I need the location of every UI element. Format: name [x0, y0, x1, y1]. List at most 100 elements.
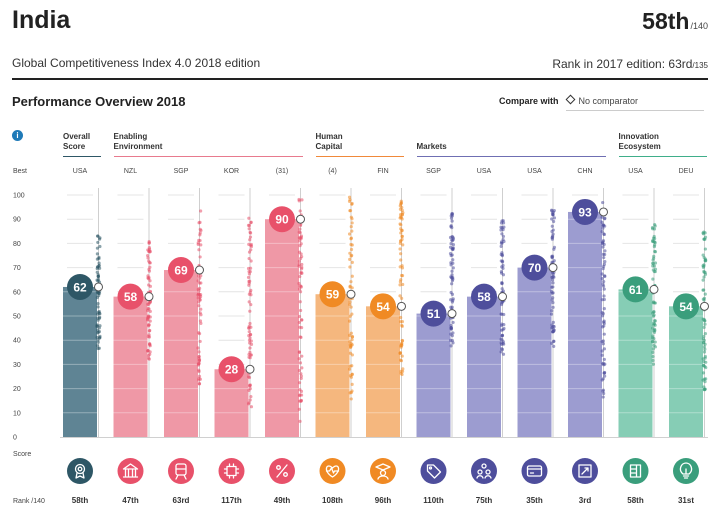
y-tick-label: 70	[13, 265, 21, 272]
distribution-dot	[199, 209, 203, 213]
distribution-dot	[451, 320, 455, 325]
distribution-dot	[199, 243, 203, 247]
distribution-dot	[601, 200, 605, 205]
distribution-dot	[551, 274, 555, 279]
score-bubble	[370, 293, 396, 320]
group-label: Human Capital	[315, 132, 343, 151]
compare-selector[interactable]: Compare with No comparator	[499, 94, 639, 106]
score-value: 58	[477, 290, 491, 304]
distribution-dot	[450, 226, 454, 230]
distribution-dot	[297, 320, 301, 325]
score-bar	[517, 267, 552, 437]
distribution-dot	[248, 383, 252, 387]
distribution-dot	[551, 320, 555, 324]
country-marker	[245, 364, 255, 374]
distribution-dot	[249, 242, 253, 247]
distribution-dot	[602, 232, 606, 236]
score-bar	[265, 219, 299, 437]
distribution-dot	[147, 300, 151, 304]
distribution-dot	[247, 292, 251, 296]
icon-glyph	[283, 472, 288, 477]
distribution-dot	[451, 247, 455, 252]
icon-glyph	[581, 467, 589, 475]
distribution-dot	[451, 235, 455, 239]
distribution-dot	[702, 385, 706, 389]
country-marker	[498, 292, 507, 302]
distribution-dot	[300, 318, 304, 322]
distribution-dot	[95, 295, 99, 300]
icon-glyph	[476, 475, 492, 479]
group-rule	[113, 156, 303, 157]
country-name: India	[12, 6, 71, 34]
distribution-dot	[702, 363, 706, 367]
distribution-dot	[249, 302, 253, 307]
distribution-dot	[97, 330, 101, 334]
distribution-dot	[601, 395, 605, 399]
distribution-dot	[198, 227, 202, 231]
distribution-dot	[349, 390, 353, 395]
distribution-dot	[248, 321, 252, 326]
distribution-dot	[299, 398, 303, 403]
distribution-dot	[97, 263, 101, 268]
distribution-dot	[246, 223, 251, 228]
score-bubble	[622, 276, 649, 303]
distribution-dot	[348, 300, 352, 304]
distribution-dot	[148, 249, 152, 254]
distribution-dot	[500, 241, 504, 245]
distribution-dot	[499, 244, 503, 248]
group-rule	[63, 156, 101, 157]
distribution-dot	[97, 326, 101, 330]
distribution-dot	[298, 223, 303, 228]
distribution-dot	[197, 286, 202, 290]
distribution-dot	[651, 261, 655, 265]
icon-glyph	[477, 469, 483, 475]
distribution-dot	[95, 344, 100, 348]
score-bubble	[218, 356, 245, 383]
distribution-dot	[401, 367, 405, 371]
distribution-dot	[550, 229, 554, 234]
distribution-dot	[198, 255, 202, 259]
distribution-dot	[600, 353, 604, 357]
distribution-dot	[552, 216, 557, 220]
distribution-dot	[247, 375, 252, 380]
distribution-dot	[703, 231, 707, 235]
compare-value[interactable]: No comparator	[578, 96, 639, 106]
distribution-dot	[198, 220, 202, 224]
country-marker	[599, 207, 608, 217]
info-icon[interactable]: i	[12, 130, 23, 141]
distribution-dot	[603, 216, 607, 220]
distribution-dot	[297, 357, 301, 361]
distribution-dot	[653, 261, 658, 265]
pillar-rank: 31st	[678, 496, 694, 505]
group-label: Enabling Environment	[113, 132, 163, 151]
distribution-dot	[601, 241, 605, 245]
distribution-dot	[347, 195, 352, 199]
distribution-dot	[602, 279, 606, 284]
distribution-dot	[451, 266, 455, 270]
score-value: 51	[427, 307, 441, 321]
score-bubble	[269, 206, 295, 233]
report-subtitle: Global Competitiveness Index 4.0 2018 ed…	[12, 56, 261, 70]
distribution-dot	[603, 224, 607, 228]
distribution-dot	[601, 245, 605, 249]
distribution-dot	[499, 341, 503, 345]
icon-glyph	[578, 464, 592, 478]
distribution-dot	[552, 344, 556, 348]
icon-glyph	[122, 469, 139, 478]
distribution-dot	[98, 244, 102, 249]
distribution-dot	[249, 248, 253, 252]
score-value: 58	[124, 290, 138, 304]
distribution-dot	[300, 366, 304, 370]
distribution-dot	[551, 305, 555, 309]
distribution-dot	[653, 340, 657, 344]
score-bubble	[673, 293, 699, 320]
distribution-dot	[651, 277, 655, 281]
distribution-dot	[350, 335, 355, 339]
score-bar	[366, 306, 400, 437]
distribution-dot	[651, 323, 656, 327]
distribution-dot	[299, 372, 303, 376]
distribution-dot	[450, 279, 455, 283]
distribution-dot	[600, 229, 604, 234]
distribution-dot	[450, 212, 454, 216]
distribution-dot	[702, 317, 706, 322]
